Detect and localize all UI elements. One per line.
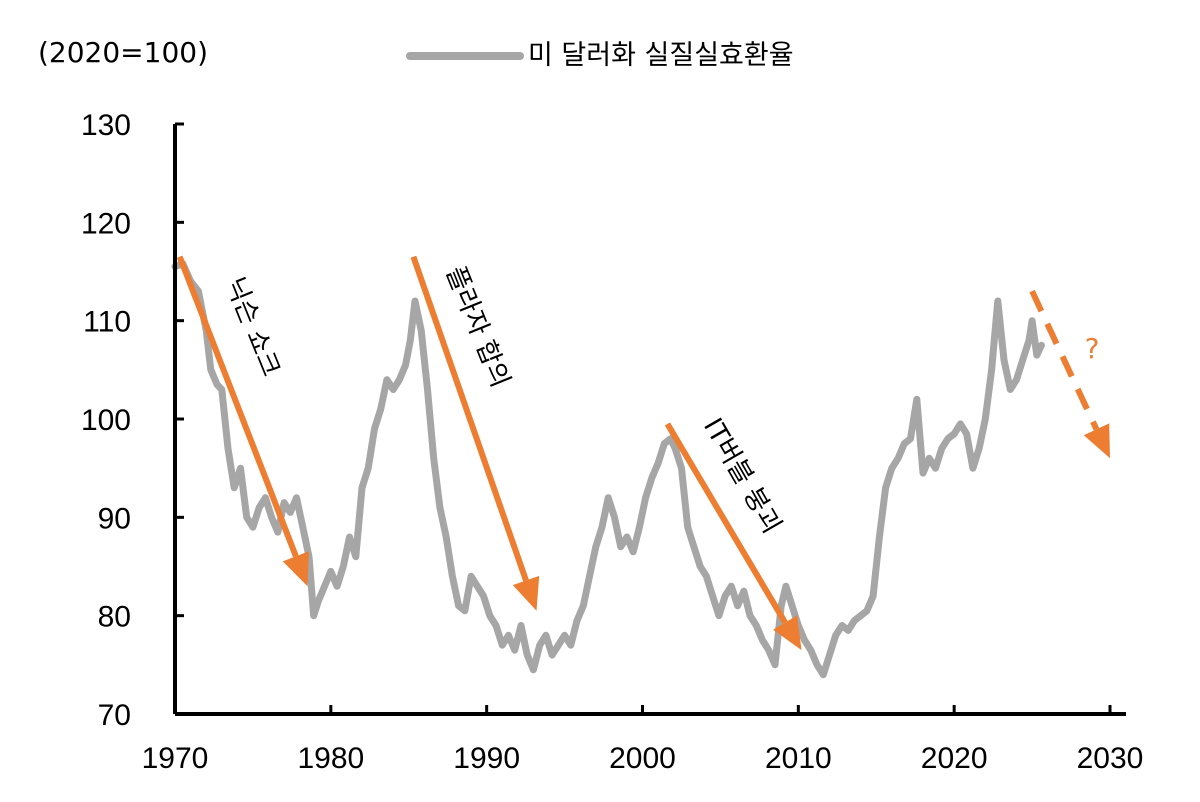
- y-tick-label: 80: [98, 601, 131, 634]
- annotation-label: IT버블 붕괴: [697, 413, 787, 538]
- y-tick-label: 70: [98, 699, 131, 732]
- annotation-arrow-head: [282, 551, 309, 587]
- series-layer: [171, 260, 1045, 679]
- unit-label: (2020=100): [38, 36, 208, 69]
- annotation-arrow-head: [1083, 423, 1110, 459]
- annotation-arrow-shaft: [176, 255, 299, 558]
- annotation-label: ?: [1085, 332, 1100, 365]
- annotation-arrow-shaft: [1029, 289, 1100, 431]
- y-tick-label: 120: [81, 207, 131, 240]
- x-tick-label: 2020: [921, 742, 988, 775]
- plot-area: 70 80 90 100 110 120 130 1970 1980 1990 2000 2010 20…: [81, 109, 1143, 775]
- annotation-arrow-shaft: [664, 422, 788, 625]
- annotation-arrow-shaft: [410, 255, 529, 582]
- y-tick-label: 110: [83, 306, 131, 339]
- annotation-label: 닉슨 쇼크: [219, 273, 286, 381]
- y-tick-label: 130: [81, 109, 131, 142]
- y-tick-label: 100: [81, 404, 131, 437]
- annotation-layer: [176, 255, 1110, 651]
- annotation-arrow-head: [773, 615, 802, 651]
- legend: 미 달러화 실질실효환율: [406, 40, 794, 71]
- legend-label: 미 달러화 실질실효환율: [528, 40, 794, 71]
- series-line-reer: [171, 260, 1045, 679]
- x-tick-label: 2010: [765, 742, 832, 775]
- axes: 70 80 90 100 110 120 130 1970 1980 1990 2000 2010 20…: [81, 109, 1143, 775]
- x-tick-label: 2000: [609, 742, 676, 775]
- x-tick-label: 1980: [297, 742, 364, 775]
- x-tick-label: 1990: [453, 742, 520, 775]
- annotation-arrow-head: [512, 575, 540, 611]
- x-tick-label: 2030: [1077, 742, 1144, 775]
- y-tick-label: 90: [98, 502, 131, 535]
- x-tick-label: 1970: [142, 742, 209, 775]
